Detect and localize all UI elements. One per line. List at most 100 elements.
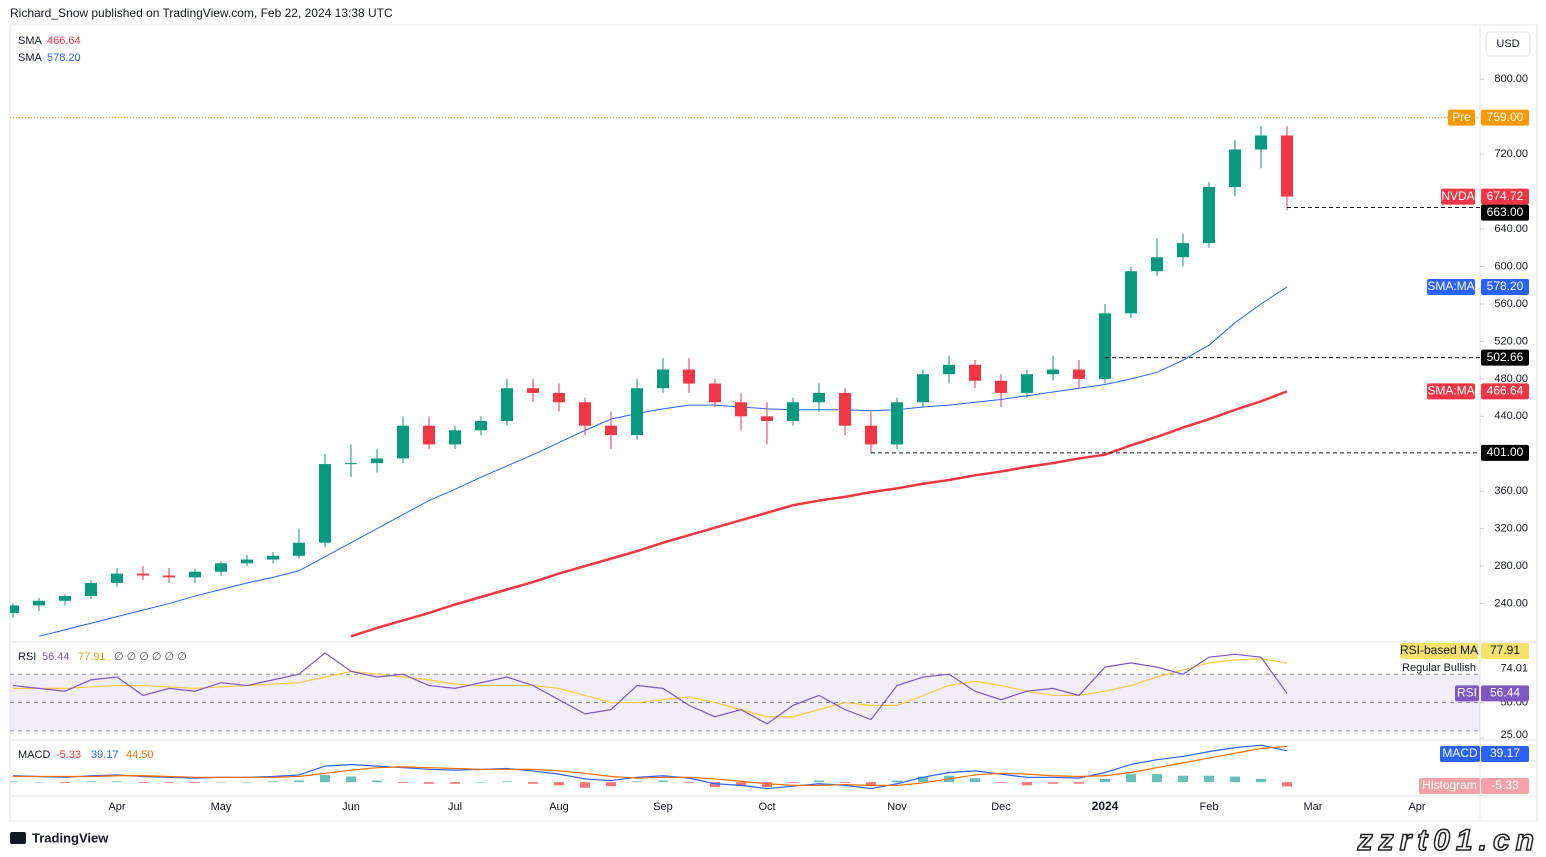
candle-body bbox=[267, 555, 279, 560]
candle-body bbox=[1151, 257, 1163, 272]
histogram-bar bbox=[632, 781, 642, 783]
candle-body bbox=[865, 425, 877, 445]
histogram-bar bbox=[1152, 774, 1162, 783]
candle-body bbox=[1021, 374, 1033, 393]
histogram-bar bbox=[1256, 778, 1266, 783]
candle-body bbox=[1281, 135, 1293, 197]
histogram-bar bbox=[1204, 775, 1214, 783]
level-value-bg bbox=[1481, 444, 1529, 461]
rsi-ma-name-bg bbox=[1400, 643, 1478, 659]
macd-name-bg bbox=[1440, 746, 1480, 762]
candle-body bbox=[1125, 271, 1137, 314]
y-tick-label: 440.00 bbox=[1494, 410, 1528, 422]
candle-body bbox=[111, 573, 123, 583]
y-tick-label: 360.00 bbox=[1494, 485, 1528, 497]
candle-body bbox=[1229, 149, 1241, 187]
byline: Richard_Snow published on TradingView.co… bbox=[10, 6, 393, 20]
y-tick-label: 320.00 bbox=[1494, 523, 1528, 535]
level-value: 759.00 bbox=[1487, 110, 1524, 124]
level-name-bg bbox=[1427, 278, 1475, 295]
rsi-ma-value-bg bbox=[1481, 643, 1529, 659]
rsi-line bbox=[12, 652, 1288, 725]
macd-value: 39.17 bbox=[1490, 746, 1520, 760]
histogram-bar bbox=[762, 782, 772, 787]
candle-body bbox=[137, 573, 149, 576]
frame bbox=[9, 24, 1538, 822]
candle-body bbox=[1047, 369, 1059, 375]
level-name: Pre bbox=[1452, 110, 1471, 124]
candle-body bbox=[189, 571, 201, 578]
x-tick-label: May bbox=[211, 801, 232, 813]
legend-title: RSI bbox=[18, 651, 36, 663]
histogram-bar bbox=[294, 780, 304, 783]
candle-body bbox=[527, 388, 539, 393]
level-value: 466.64 bbox=[1487, 384, 1524, 398]
histogram-bar bbox=[1048, 782, 1058, 784]
level-value: 502.66 bbox=[1487, 350, 1524, 364]
histogram-bar bbox=[86, 781, 96, 783]
histogram-bar bbox=[606, 782, 616, 787]
currency-box[interactable] bbox=[1485, 31, 1531, 57]
candle-body bbox=[579, 402, 591, 426]
x-tick-label: Dec bbox=[991, 801, 1011, 813]
legend-value: 466.64 bbox=[47, 35, 81, 47]
level-value: 674.72 bbox=[1487, 189, 1524, 203]
histogram-bar bbox=[424, 782, 434, 784]
currency[interactable]: USD bbox=[1496, 38, 1519, 50]
candle-body bbox=[943, 364, 955, 375]
candle-body bbox=[917, 374, 929, 403]
candle-body bbox=[371, 458, 383, 464]
histogram-bar bbox=[1074, 782, 1084, 784]
x-tick-label: Jul bbox=[448, 801, 462, 813]
level-name: NVDA bbox=[1441, 189, 1474, 203]
histogram-bar bbox=[892, 780, 902, 783]
candle-body bbox=[423, 425, 435, 445]
histogram-bar bbox=[1100, 778, 1110, 783]
y-tick-label: 800.00 bbox=[1494, 73, 1528, 85]
level-value-bg bbox=[1481, 204, 1529, 221]
histogram-bar bbox=[866, 782, 876, 786]
legend-value: 44.50 bbox=[126, 749, 154, 761]
histogram-bar bbox=[684, 782, 694, 783]
y-tick-label: 520.00 bbox=[1494, 335, 1528, 347]
annotation-value: 74.01 bbox=[1500, 662, 1528, 674]
level-name-bg bbox=[1448, 109, 1475, 126]
x-tick-label: Oct bbox=[758, 801, 775, 813]
rsi-value: 56.44 bbox=[1490, 686, 1520, 700]
rsi-name-bg bbox=[1455, 685, 1479, 702]
histogram-bar bbox=[216, 782, 226, 783]
histogram-bar bbox=[112, 781, 122, 783]
candle-body bbox=[33, 600, 45, 606]
candle-body bbox=[553, 392, 565, 403]
x-tick-label: Apr bbox=[108, 801, 125, 813]
histogram-bar bbox=[658, 780, 668, 783]
x-tick-label: Apr bbox=[1408, 801, 1425, 813]
candle-body bbox=[657, 369, 669, 389]
histogram-bar bbox=[1022, 782, 1032, 786]
y-tick-label: 280.00 bbox=[1494, 560, 1528, 572]
candle-body bbox=[891, 402, 903, 445]
level-name: SMA:MA bbox=[1427, 384, 1474, 398]
x-tick-label: Nov bbox=[887, 801, 907, 813]
candle-body bbox=[319, 464, 331, 543]
level-value-bg bbox=[1481, 278, 1529, 295]
brand: TradingView bbox=[10, 830, 109, 845]
rsi-value-bg bbox=[1481, 685, 1529, 702]
x-tick-label: Feb bbox=[1200, 801, 1219, 813]
histogram-bar bbox=[502, 781, 512, 783]
candle-body bbox=[1255, 135, 1267, 150]
histogram-bar bbox=[736, 782, 746, 787]
histogram-bar bbox=[34, 782, 44, 783]
candle-body bbox=[631, 388, 643, 436]
histogram-bar bbox=[164, 782, 174, 783]
legend-extra: ∅ ∅ ∅ ∅ ∅ ∅ bbox=[114, 651, 187, 663]
macd-line bbox=[13, 745, 1288, 786]
macd-name: MACD bbox=[1442, 746, 1478, 760]
level-value: 663.00 bbox=[1487, 205, 1524, 219]
candle-body bbox=[761, 416, 773, 421]
rsi-ma-value: 77.91 bbox=[1490, 643, 1520, 657]
histogram-bar bbox=[1178, 775, 1188, 783]
histogram-bar bbox=[528, 782, 538, 784]
candle-body bbox=[293, 542, 305, 556]
histogram-bar bbox=[996, 782, 1006, 783]
